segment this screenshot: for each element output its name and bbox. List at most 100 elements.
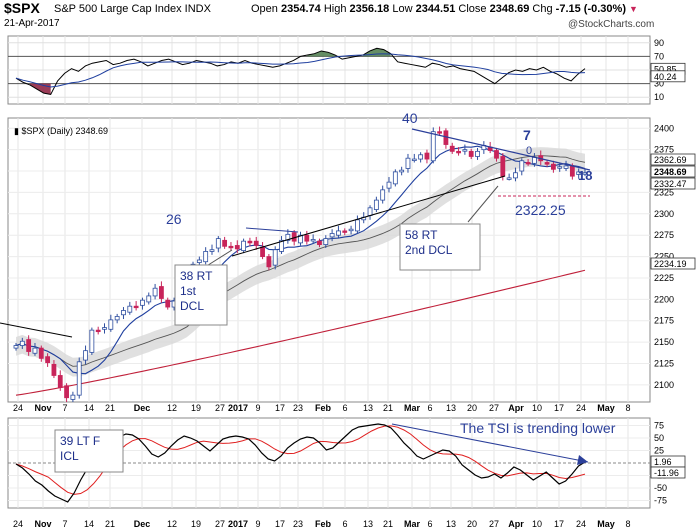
x-axis-label: Apr [508, 403, 524, 413]
candle-body [32, 347, 38, 354]
candle-body [399, 169, 405, 173]
trendline-resistance [411, 128, 591, 171]
annotation-cycle-40: 40 [402, 110, 418, 126]
candle-body [392, 171, 398, 185]
watermark: @StockCharts.com [568, 19, 655, 30]
candle-body [228, 245, 234, 249]
price-tick-label: 2200 [654, 294, 674, 304]
candle-body [475, 150, 480, 157]
candle-body [569, 165, 575, 177]
rsi-tick-label: 90 [654, 38, 664, 48]
x-axis-label: 7 [62, 403, 67, 413]
price-value-tag [650, 153, 696, 166]
price-legend: ▮ $SPX (Daily) 2348.69 [14, 126, 108, 136]
callout-39ltf-line: ICL [60, 449, 79, 463]
x-axis-label: 14 [84, 403, 94, 413]
x-axis-label: 6 [342, 403, 347, 413]
price-value-tag-label: 2234.19 [654, 259, 687, 269]
callout-39ltf-line: 39 LT F [60, 434, 100, 448]
price-value-tag-label: 2362.69 [654, 155, 687, 165]
candle-body [544, 162, 550, 165]
candle-body [563, 165, 569, 169]
callout-39ltf [54, 429, 124, 473]
x-axis-label: 27 [215, 519, 225, 529]
x-axis-label: 24 [13, 519, 23, 529]
candle-body [159, 286, 164, 299]
candle-body [83, 350, 88, 361]
candle-body [386, 181, 392, 189]
chg-label: Chg [532, 3, 553, 15]
rsi-line [15, 47, 586, 96]
tsi-value-tag [650, 466, 686, 479]
x-axis-label: 27 [215, 403, 225, 413]
candle-body [329, 233, 335, 238]
price-tick-label: 2325 [654, 187, 674, 197]
x-axis-label: 9 [255, 403, 260, 413]
rsi-tick-label: 10 [654, 92, 664, 102]
tsi-tick-label: -50 [654, 483, 667, 493]
candle-body [260, 246, 265, 257]
x-axis-label: 24 [576, 403, 586, 413]
candle-body [26, 339, 32, 352]
candle-body [424, 152, 430, 160]
x-axis-label: 17 [275, 519, 285, 529]
close-value: 2348.69 [489, 3, 530, 15]
candle-body [127, 305, 133, 313]
candle-body [203, 251, 209, 263]
candle-body [19, 340, 25, 346]
candle-body [285, 233, 291, 241]
price-value-tag-label: 2332.47 [654, 179, 687, 189]
candle-body [462, 149, 468, 152]
price-tick-label: 2300 [654, 209, 674, 219]
x-axis-label: 8 [625, 403, 630, 413]
x-axis-label: 21 [383, 519, 393, 529]
x-axis-label: 12 [167, 403, 177, 413]
candle-body [323, 238, 329, 246]
tsi-value-tag-label: -11.96 [654, 468, 679, 478]
candle-body [304, 234, 310, 242]
low-value: 2344.51 [415, 3, 456, 15]
callout-58rt-line: 2nd DCL [405, 243, 453, 257]
rsi-ma-line [15, 53, 586, 88]
trendline-support [231, 175, 506, 257]
candle-body [418, 154, 424, 160]
price-tick-label: 2175 [654, 316, 674, 326]
x-axis-label: Dec [134, 519, 151, 529]
candle-body [513, 172, 518, 179]
candle-body [57, 375, 63, 388]
trendline-left [0, 322, 73, 338]
x-axis-label: 27 [489, 519, 499, 529]
tsi-tick-label: 25 [654, 446, 664, 456]
callout-58rt [399, 223, 481, 271]
candle-body [253, 240, 259, 246]
x-axis-label: Dec [134, 403, 151, 413]
candle-body [494, 150, 499, 159]
annotation-zero: 0 [526, 145, 532, 157]
x-axis-label: 24 [576, 519, 586, 529]
annotation-cycle-26: 26 [166, 211, 182, 227]
candle-body [95, 329, 101, 333]
candle-body [373, 199, 379, 210]
candle-body [152, 287, 158, 297]
candle-body [576, 171, 582, 175]
candle-body [550, 163, 556, 170]
symbol-label: $SPX [4, 0, 40, 16]
candle-body [146, 295, 152, 303]
candle-body [348, 228, 354, 232]
x-axis-label: 13 [446, 519, 456, 529]
x-axis-label: 14 [84, 519, 94, 529]
candle-body [140, 299, 145, 306]
x-axis-label: 6 [342, 519, 347, 529]
annotation-low-price: 2322.25 [515, 202, 566, 218]
callout-line [467, 185, 499, 223]
candle-body [133, 305, 139, 309]
annotation-cycle-7: 7 [523, 127, 531, 143]
candle-body [215, 238, 221, 249]
candle-body [165, 299, 171, 308]
x-axis-label: 10 [532, 403, 542, 413]
rsi-tick-label: 70 [654, 51, 664, 61]
candle-body [557, 166, 563, 169]
x-axis-label: 13 [446, 403, 456, 413]
rsi-value-tag-label: 40.24 [654, 72, 677, 82]
candle-body [70, 394, 76, 400]
